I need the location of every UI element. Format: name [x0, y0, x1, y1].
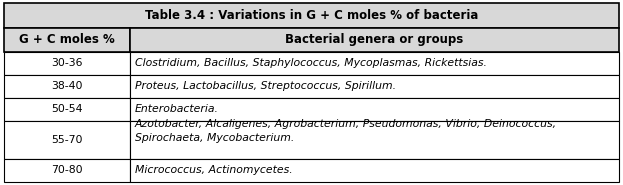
Bar: [130, 98, 619, 121]
Text: 38-40: 38-40: [51, 81, 83, 91]
Bar: [4, 28, 130, 51]
Text: 70-80: 70-80: [51, 165, 83, 175]
Text: 30-36: 30-36: [51, 58, 83, 68]
Text: 55-70: 55-70: [51, 135, 83, 145]
Bar: [4, 75, 130, 98]
Bar: [4, 51, 130, 75]
Text: G + C moles %: G + C moles %: [19, 33, 115, 46]
Bar: [4, 3, 619, 28]
Bar: [130, 121, 619, 159]
Bar: [130, 28, 619, 51]
Bar: [4, 98, 130, 121]
Text: Enterobacteria.: Enterobacteria.: [135, 104, 219, 114]
Text: Azotobacter, Alcaligenes, Agrobacterium, Pseudomonas, Vibrio, Deinococcus,
Spiro: Azotobacter, Alcaligenes, Agrobacterium,…: [135, 120, 557, 143]
Text: Micrococcus, Actinomycetes.: Micrococcus, Actinomycetes.: [135, 165, 293, 175]
Text: Table 3.4 : Variations in G + C moles % of bacteria: Table 3.4 : Variations in G + C moles % …: [145, 9, 478, 22]
Text: Clostridium, Bacillus, Staphylococcus, Mycoplasmas, Rickettsias.: Clostridium, Bacillus, Staphylococcus, M…: [135, 58, 487, 68]
Bar: [130, 159, 619, 182]
Bar: [130, 51, 619, 75]
Bar: [4, 159, 130, 182]
Bar: [4, 121, 130, 159]
Text: Bacterial genera or groups: Bacterial genera or groups: [285, 33, 464, 46]
Text: 50-54: 50-54: [51, 104, 83, 114]
Bar: [130, 75, 619, 98]
Text: Proteus, Lactobacillus, Streptococcus, Spirillum.: Proteus, Lactobacillus, Streptococcus, S…: [135, 81, 396, 91]
